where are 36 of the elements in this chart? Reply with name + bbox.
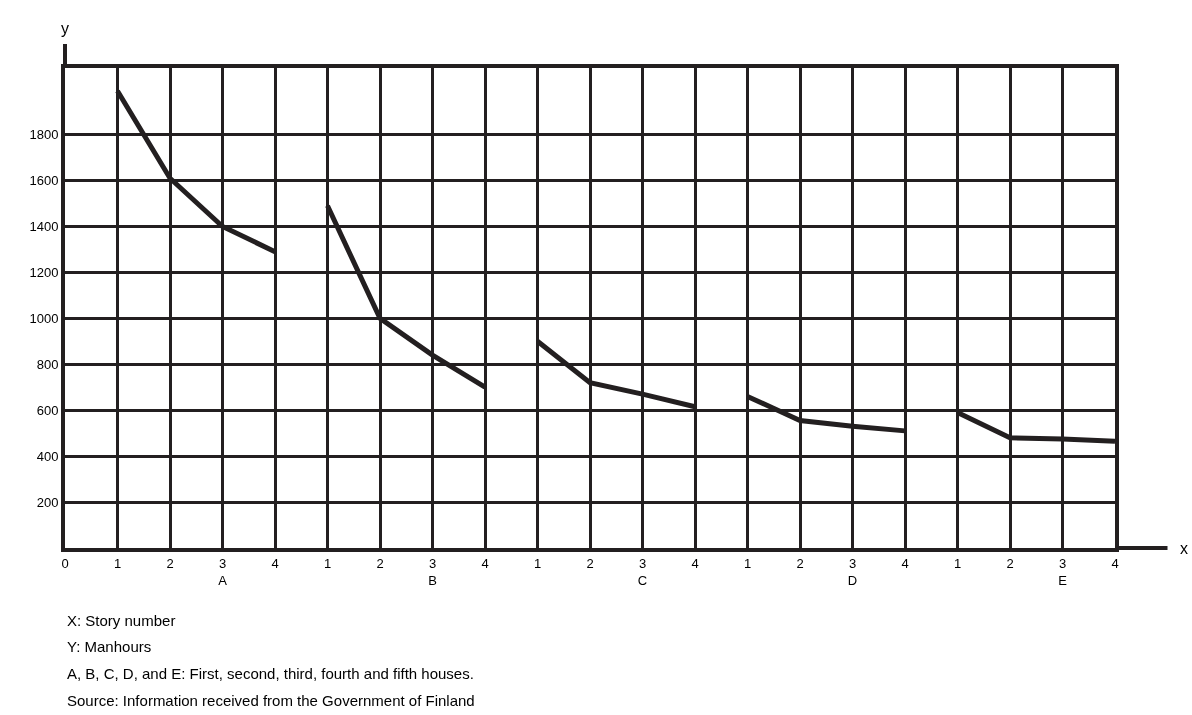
x-tick-label: 2 xyxy=(166,555,174,571)
x-tick-label: 3 A xyxy=(218,555,228,588)
y-axis-title: y xyxy=(61,20,69,37)
y-tick-label: 800 xyxy=(36,356,59,372)
x-tick-label: 2 xyxy=(376,555,384,571)
text: A, B, C, D, and E: First, second, third, fourth and fifth houses. xyxy=(67,665,474,682)
source-note: Source: Information received from the Government of Finland xyxy=(67,692,475,709)
y-tick-label: 1800 xyxy=(29,127,59,143)
x-axis-title: x xyxy=(1180,540,1188,557)
x-tick-label: 4 xyxy=(481,555,489,571)
x-tick-label: 4 xyxy=(901,555,909,571)
x-tick-label: 1 xyxy=(953,555,962,571)
x-tick-label: 3 E xyxy=(1058,555,1068,588)
x-tick-label: 3 C xyxy=(637,555,648,588)
y-tick-label: 1600 xyxy=(29,173,59,189)
x-tick-label: 1 xyxy=(113,555,122,571)
x-tick-label: 3 D xyxy=(847,555,858,588)
x-tick-label: 4 xyxy=(271,555,279,571)
x-tick-label: 1 xyxy=(323,555,332,571)
x-tick-label: 2 xyxy=(586,555,594,571)
text: Y: Manhours xyxy=(67,638,152,655)
y-tick-label: 600 xyxy=(36,402,59,418)
x-tick-label: 2 xyxy=(796,555,804,571)
y-tick-label: 400 xyxy=(36,448,59,464)
y-tick-label: 1000 xyxy=(29,310,59,326)
x-tick-label: 1 xyxy=(743,555,752,571)
text: X: Story number xyxy=(67,612,176,629)
x-tick-label: 2 xyxy=(1006,555,1014,571)
y-tick-label: 200 xyxy=(36,494,59,510)
x-tick-label: 4 xyxy=(691,555,699,571)
x-tick-label: 4 xyxy=(1111,555,1119,571)
x-tick-label: 3 B xyxy=(428,555,437,588)
x-tick-label: 1 xyxy=(533,555,542,571)
y-tick-label: 1400 xyxy=(29,219,59,235)
y-tick-label: 1200 xyxy=(29,264,59,280)
x-tick-label: 0 xyxy=(61,555,69,571)
